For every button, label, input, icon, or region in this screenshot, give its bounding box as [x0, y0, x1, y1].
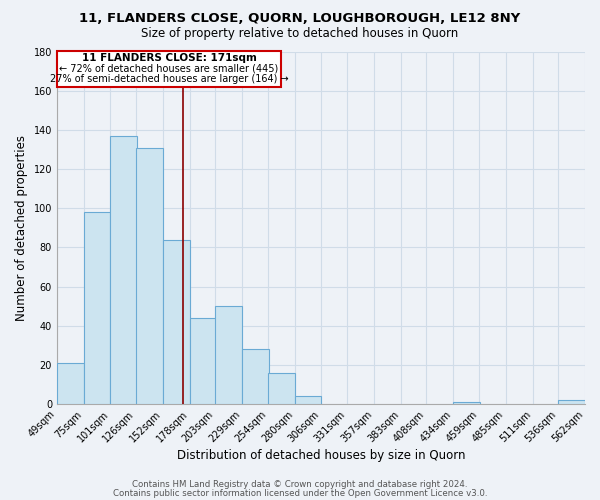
Bar — [558, 400, 585, 404]
Text: Contains public sector information licensed under the Open Government Licence v3: Contains public sector information licen… — [113, 488, 487, 498]
Bar — [110, 136, 137, 404]
Text: Size of property relative to detached houses in Quorn: Size of property relative to detached ho… — [142, 28, 458, 40]
Text: Contains HM Land Registry data © Crown copyright and database right 2024.: Contains HM Land Registry data © Crown c… — [132, 480, 468, 489]
Bar — [83, 212, 110, 404]
Bar — [190, 318, 217, 404]
Bar — [215, 306, 242, 404]
Bar — [57, 363, 83, 404]
Bar — [242, 350, 269, 404]
Bar — [57, 52, 281, 87]
Bar — [163, 240, 190, 404]
Bar — [453, 402, 480, 404]
Bar — [136, 148, 163, 404]
X-axis label: Distribution of detached houses by size in Quorn: Distribution of detached houses by size … — [177, 450, 465, 462]
Text: 11 FLANDERS CLOSE: 171sqm: 11 FLANDERS CLOSE: 171sqm — [82, 53, 257, 63]
Text: ← 72% of detached houses are smaller (445): ← 72% of detached houses are smaller (44… — [59, 64, 279, 74]
Text: 27% of semi-detached houses are larger (164) →: 27% of semi-detached houses are larger (… — [50, 74, 289, 84]
Y-axis label: Number of detached properties: Number of detached properties — [15, 135, 28, 321]
Text: 11, FLANDERS CLOSE, QUORN, LOUGHBOROUGH, LE12 8NY: 11, FLANDERS CLOSE, QUORN, LOUGHBOROUGH,… — [79, 12, 521, 26]
Bar — [295, 396, 322, 404]
Bar — [268, 373, 295, 404]
